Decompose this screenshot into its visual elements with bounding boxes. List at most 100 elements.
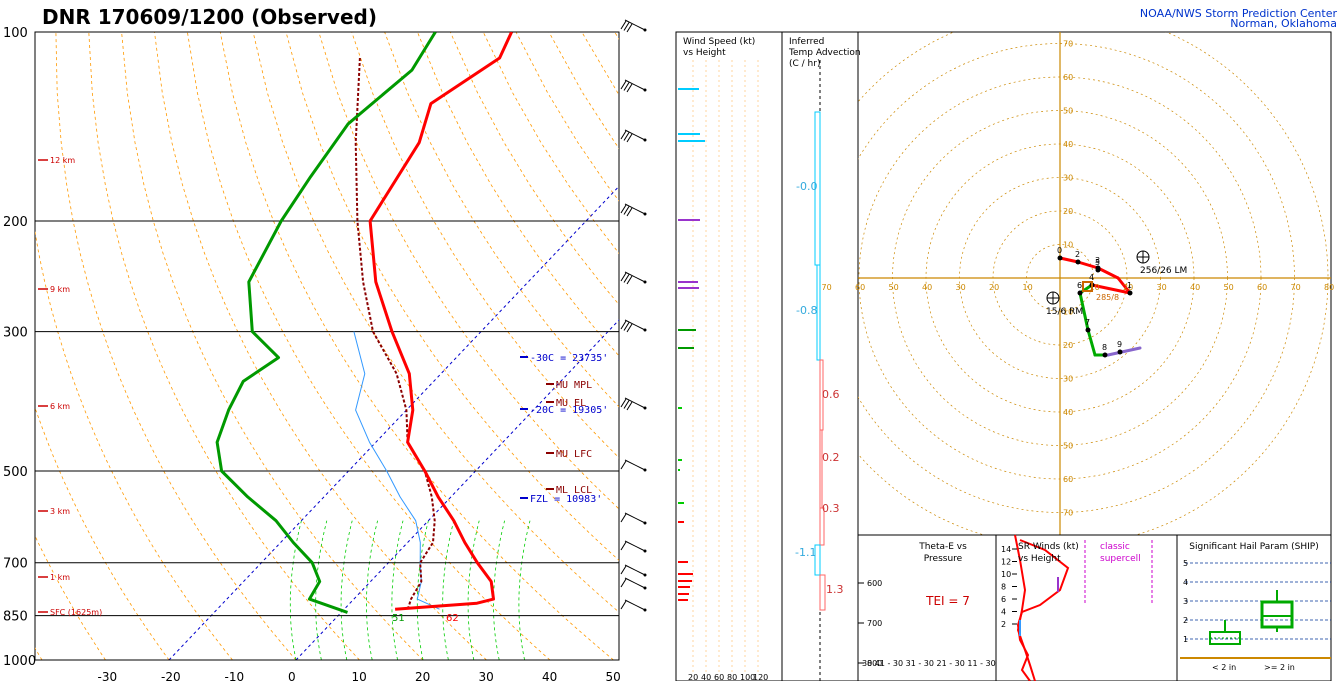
hodo-segment bbox=[1096, 266, 1120, 280]
hodo-km-label: 3 bbox=[1095, 256, 1100, 265]
wspd-xtick: 120 bbox=[753, 673, 768, 681]
dry-adiabat bbox=[680, 32, 1344, 660]
wind-speed-title2: vs Height bbox=[683, 48, 726, 58]
hodo-km-label: 7 bbox=[1085, 318, 1090, 327]
height-label: 9 km bbox=[50, 285, 70, 294]
hodo-ring-label: 40 bbox=[1063, 408, 1073, 417]
barb-station bbox=[643, 28, 647, 32]
hodo-km-marker bbox=[1102, 352, 1108, 358]
wind-speed-panel bbox=[675, 31, 783, 681]
hodo-axis-label: 70 bbox=[1291, 283, 1301, 292]
level-label: MU LFC bbox=[556, 449, 592, 460]
barb-flag bbox=[623, 274, 630, 283]
dry-adiabat bbox=[187, 32, 551, 660]
hodo-ring-label: 70 bbox=[1063, 509, 1073, 518]
ship-title: Significant Hail Param (SHIP) bbox=[1189, 542, 1318, 552]
right-mover-label: 15/6 RM bbox=[1046, 307, 1083, 317]
moist-adiabat bbox=[467, 520, 480, 660]
hodo-km-marker bbox=[1117, 349, 1123, 355]
barb-station bbox=[643, 138, 647, 142]
barb-flag bbox=[623, 82, 630, 91]
srw-hlabel: 14 bbox=[1001, 545, 1011, 554]
tadv-title3: (C / hr) bbox=[789, 59, 820, 69]
moist-adiabat bbox=[366, 520, 378, 660]
srw-hlabel: 4 bbox=[1001, 608, 1006, 617]
barb-flag bbox=[620, 460, 627, 470]
dry-adiabat bbox=[88, 32, 360, 660]
hodo-segment bbox=[1106, 346, 1142, 357]
hodo-km-label: 9 bbox=[1117, 340, 1122, 349]
moist-adiabat bbox=[518, 520, 531, 660]
level-label: MU MPL bbox=[556, 380, 592, 391]
hodo-km-marker bbox=[1057, 255, 1063, 261]
temperature-tick: -30 bbox=[98, 670, 118, 681]
hodo-ring-label: 30 bbox=[1063, 375, 1073, 384]
ship-ytick: 4 bbox=[1183, 578, 1188, 587]
wind-barbs bbox=[620, 19, 647, 612]
skewt-labels: 100 200 300 500 700 850 1000 -30 -20 -10 0 10 20 30 40… bbox=[3, 26, 621, 681]
pressure-tick: 850 bbox=[3, 610, 28, 625]
hodo-km-marker bbox=[1127, 290, 1133, 296]
ship-ytick: 1 bbox=[1183, 635, 1188, 644]
barb-staff bbox=[624, 512, 646, 524]
hodo-km-marker bbox=[1095, 267, 1101, 273]
hodo-km-label: 1 bbox=[1127, 281, 1132, 290]
ship-box-large bbox=[1260, 600, 1294, 629]
barb-flag bbox=[620, 130, 627, 140]
dry-adiabat bbox=[713, 32, 1344, 660]
hodo-axis-label: 80 bbox=[1324, 283, 1334, 292]
temperature-tick: 20 bbox=[415, 670, 430, 681]
tadv-bar bbox=[819, 574, 826, 611]
height-label: SFC (1625m) bbox=[50, 608, 102, 617]
thetae-xticks: 30 41 - 30 31 - 30 21 - 30 11 - 30 bbox=[862, 659, 996, 668]
dry-adiabat bbox=[482, 32, 619, 254]
srw-hlabel: 8 bbox=[1001, 583, 1006, 592]
left-mover-cross bbox=[1137, 251, 1149, 263]
height-label: 12 km bbox=[50, 156, 75, 165]
tadv-bar bbox=[819, 429, 823, 509]
sr-winds-plot: 14 12 10 8 6 4 2 bbox=[1001, 539, 1153, 681]
height-label: 6 km bbox=[50, 402, 70, 411]
barb-flag bbox=[620, 80, 627, 90]
dry-adiabat bbox=[154, 32, 487, 660]
srw-hlabel: 2 bbox=[1001, 620, 1006, 629]
hodo-axis-label: 20 bbox=[1123, 283, 1133, 292]
dry-adiabat bbox=[285, 32, 619, 561]
barb-flag bbox=[623, 132, 630, 141]
hodo-axis-label: 10 bbox=[1023, 283, 1033, 292]
hodo-segment bbox=[1086, 328, 1097, 357]
isotherm bbox=[168, 185, 619, 660]
hodo-axis-label: 60 bbox=[1257, 283, 1267, 292]
ship-ytick: 3 bbox=[1183, 597, 1188, 606]
barb-staff bbox=[624, 397, 646, 409]
hodo-km-marker bbox=[1075, 259, 1081, 265]
level-label: FZL = 10983' bbox=[530, 494, 602, 505]
tadv-value: 1.3 bbox=[826, 583, 844, 596]
barb-flag bbox=[620, 320, 627, 330]
hodo-ring-label: 30 bbox=[1063, 174, 1073, 183]
credit-line1: NOAA/NWS Storm Prediction Center bbox=[1140, 7, 1338, 20]
barb-staff bbox=[624, 319, 646, 331]
moist-adiabat bbox=[315, 520, 328, 660]
barb-station bbox=[643, 549, 647, 553]
tadv-title1: Inferred bbox=[789, 37, 824, 47]
hodo-ring-label: 10 bbox=[1063, 308, 1073, 317]
hodo-axis-label: 60 bbox=[855, 283, 865, 292]
barb-staff bbox=[624, 129, 646, 141]
wspd-xtick: 100 bbox=[740, 673, 755, 681]
srw-hlabel: 12 bbox=[1001, 558, 1011, 567]
hodo-km-marker bbox=[1077, 290, 1083, 296]
hodo-ring-label: 50 bbox=[1063, 107, 1073, 116]
barb-station bbox=[643, 88, 647, 92]
barb-flag bbox=[626, 207, 633, 217]
hodo-ring-label: 20 bbox=[1063, 341, 1073, 350]
ship-category: < 2 in bbox=[1212, 663, 1236, 672]
hodo-segment bbox=[1090, 283, 1132, 295]
temperature-tick: 0 bbox=[288, 670, 296, 681]
wetbulb-line bbox=[353, 331, 440, 610]
hodo-km-label: 8 bbox=[1102, 343, 1107, 352]
dewpoint-line bbox=[215, 32, 437, 614]
skewt-plot bbox=[35, 32, 1344, 660]
temperature-tick: -20 bbox=[161, 670, 181, 681]
